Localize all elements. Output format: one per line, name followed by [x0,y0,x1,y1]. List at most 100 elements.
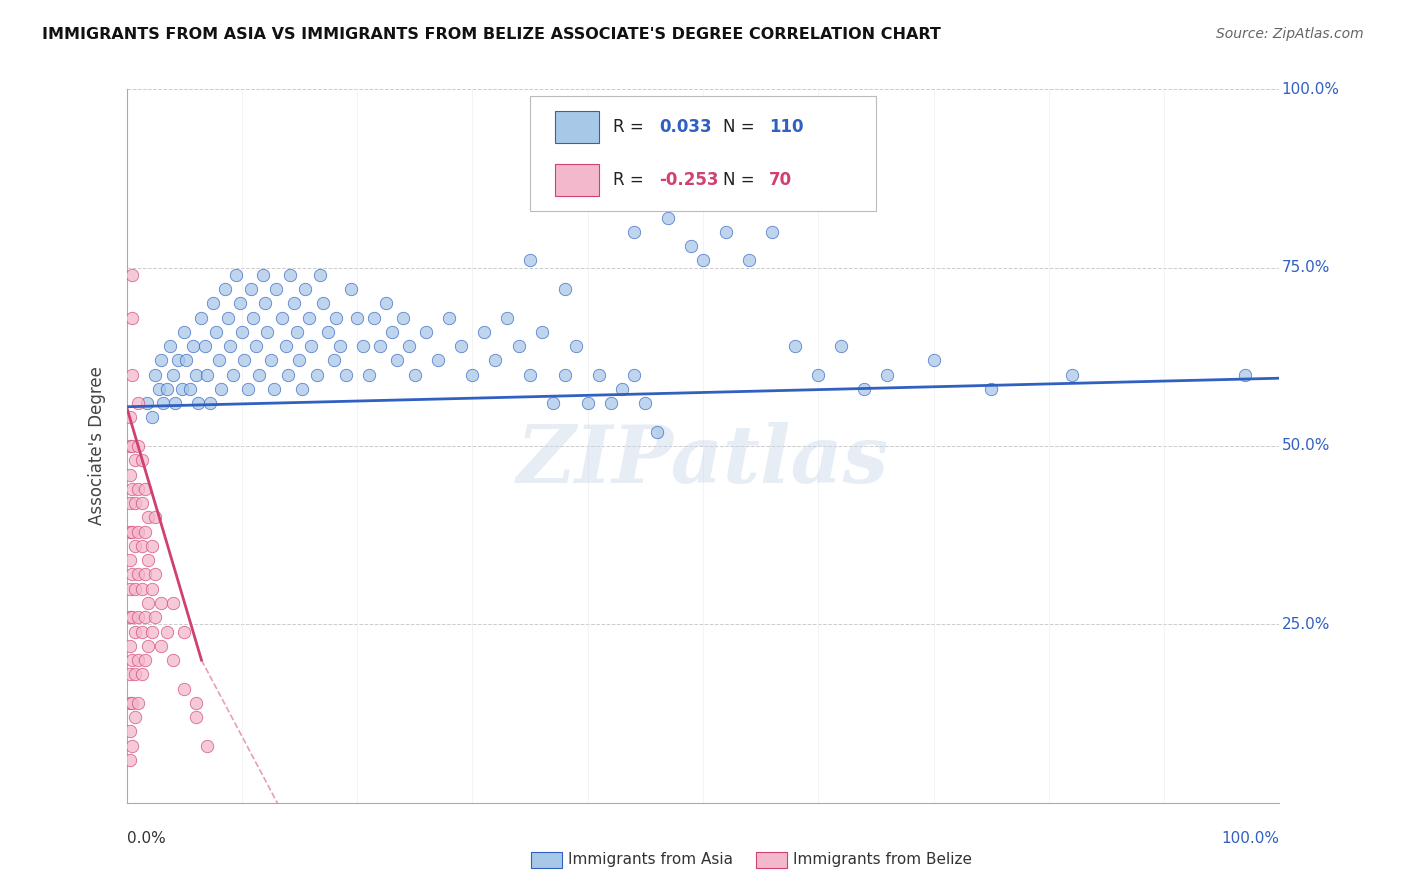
Point [285,325,308,339]
Point [159,339,181,353]
FancyBboxPatch shape [530,96,876,211]
Point [150,596,173,610]
Point [131,582,153,596]
Text: Source: ZipAtlas.com: Source: ZipAtlas.com [1216,27,1364,41]
Point [145,610,166,624]
Point [162,368,184,382]
Point [124,624,146,639]
Point [325,310,347,325]
Point [588,368,610,382]
Point [118,639,141,653]
Point [131,453,153,467]
Text: R =: R = [613,171,650,189]
Point [565,339,588,353]
Point [184,710,207,724]
Text: IMMIGRANTS FROM ASIA VS IMMIGRANTS FROM BELIZE ASSOCIATE'S DEGREE CORRELATION CH: IMMIGRANTS FROM ASIA VS IMMIGRANTS FROM … [42,27,941,42]
Point [980,382,1002,396]
Point [612,382,634,396]
Point [271,310,294,325]
Point [277,368,299,382]
Point [162,596,184,610]
Point [118,696,141,710]
Point [404,368,426,382]
Bar [531,852,562,868]
Point [329,339,352,353]
Point [131,624,153,639]
Point [173,325,195,339]
Point [554,368,576,382]
Point [131,539,153,553]
Point [127,653,149,667]
Point [554,282,576,296]
Point [368,339,391,353]
Point [263,382,285,396]
Point [121,610,143,624]
Point [1060,368,1083,382]
Point [118,610,141,624]
Point [121,310,143,325]
Point [127,567,149,582]
Point [657,211,679,225]
Point [599,396,621,410]
Point [231,325,253,339]
Point [681,239,703,253]
Point [121,439,143,453]
Point [134,482,156,496]
Point [219,339,242,353]
Point [141,410,163,425]
Point [1233,368,1256,382]
Point [138,639,160,653]
Point [148,382,170,396]
Point [118,524,141,539]
Text: N =: N = [723,118,759,136]
Point [294,282,316,296]
Point [738,253,761,268]
Point [156,624,179,639]
Point [167,353,190,368]
Point [228,296,250,310]
Point [183,339,205,353]
Point [145,368,166,382]
Point [472,325,495,339]
Point [195,368,218,382]
Point [121,739,143,753]
Point [519,253,541,268]
Point [785,339,807,353]
Text: ZIPatlas: ZIPatlas [517,422,889,499]
Point [461,368,484,382]
Point [318,325,340,339]
Point [170,382,193,396]
Bar [756,852,787,868]
Point [576,396,599,410]
Point [225,268,247,282]
Point [623,368,645,382]
Point [124,710,146,724]
Point [415,325,437,339]
Point [145,510,166,524]
Point [124,582,146,596]
Point [150,639,173,653]
Point [131,496,153,510]
Point [152,396,174,410]
Point [714,225,737,239]
Text: N =: N = [723,171,759,189]
Text: 50.0%: 50.0% [1282,439,1330,453]
Point [242,310,264,325]
Point [357,368,380,382]
Point [278,268,301,282]
Point [876,368,898,382]
Point [305,368,328,382]
Point [124,667,146,681]
Point [127,696,149,710]
Text: Immigrants from Asia: Immigrants from Asia [568,853,733,867]
Point [761,225,783,239]
Point [127,524,149,539]
Point [127,396,149,410]
Point [124,496,146,510]
Point [288,353,311,368]
Point [692,253,714,268]
Point [233,353,256,368]
Point [623,225,645,239]
Point [541,396,564,410]
Text: 100.0%: 100.0% [1222,831,1279,847]
